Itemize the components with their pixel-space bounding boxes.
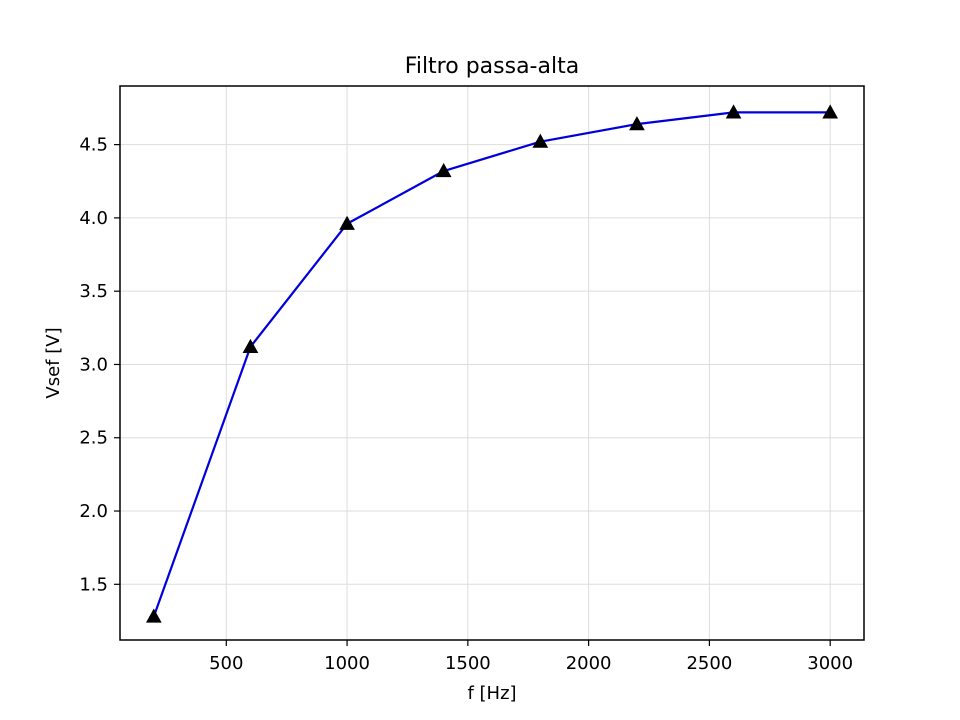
y-axis-label: Vsef [V]: [43, 327, 64, 398]
y-tick-label: 3.0: [79, 354, 108, 375]
data-point-marker: [725, 104, 742, 119]
x-tick-label: 2000: [566, 653, 612, 674]
series-layer: [145, 104, 839, 623]
data-point-marker: [532, 133, 549, 148]
data-point-marker: [339, 215, 355, 230]
x-tick-label: 1500: [445, 653, 491, 674]
data-point-marker: [629, 116, 645, 131]
grid: [120, 86, 864, 640]
chart-title: Filtro passa-alta: [405, 54, 579, 79]
x-tick-label: 3000: [807, 653, 853, 674]
y-tick-label: 2.0: [79, 501, 108, 522]
x-tick-label: 500: [209, 653, 243, 674]
y-tick-label: 2.5: [79, 428, 108, 449]
plot-frame: [119, 85, 865, 641]
data-point-marker: [822, 104, 839, 119]
y-tick-label: 4.0: [79, 208, 108, 229]
y-tick-label: 3.5: [79, 281, 108, 302]
data-point-marker: [145, 608, 162, 623]
x-tick-label: 2500: [686, 653, 732, 674]
data-point-marker: [435, 162, 452, 178]
ticks: 500 1000 1500 2000 2500 3000 1.5 2.0 2.5 3.0 3.5 4.…: [79, 135, 853, 674]
y-tick-label: 1.5: [79, 574, 108, 595]
x-tick-label: 1000: [324, 653, 370, 674]
y-tick-label: 4.5: [79, 135, 108, 156]
x-axis-label: f [Hz]: [467, 683, 516, 704]
data-point-marker: [242, 338, 259, 353]
series-line: [152, 111, 831, 617]
